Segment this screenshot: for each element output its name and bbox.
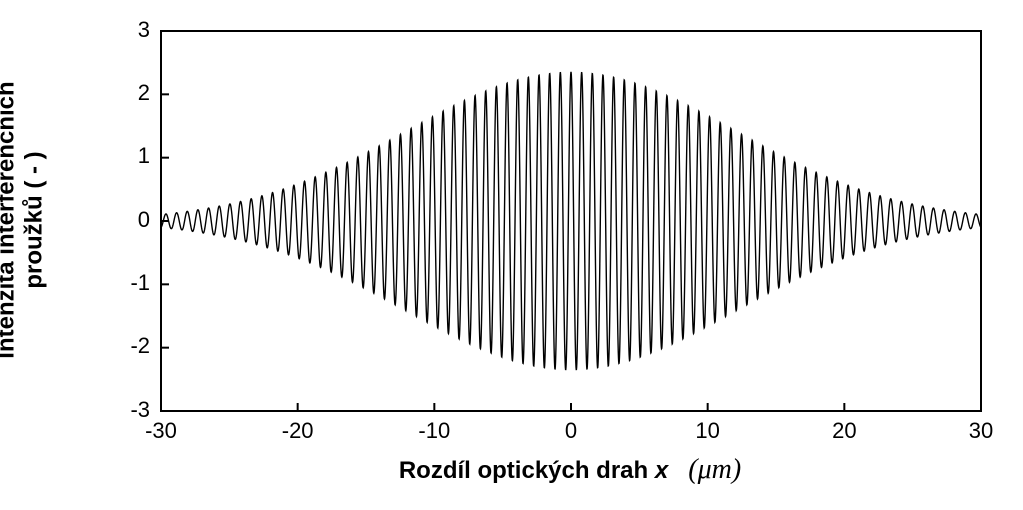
xlabel-unit: (μm) — [688, 454, 741, 485]
xtick-label: -10 — [394, 418, 474, 444]
xtick-label: 10 — [668, 418, 748, 444]
ylabel-line2: proužků ( - ) — [21, 151, 48, 288]
ytick-label: 0 — [100, 207, 150, 233]
xtick-label: 20 — [804, 418, 884, 444]
ytick-label: 3 — [100, 17, 150, 43]
xlabel-main: Rozdíl optických drah — [399, 457, 655, 484]
xtick-label: -20 — [258, 418, 338, 444]
xtick-label: 0 — [531, 418, 611, 444]
x-axis-label: Rozdíl optických drah x (μm) — [160, 454, 980, 486]
figure-container: Intenzita interferenčních proužků ( - ) … — [0, 0, 1023, 510]
xtick-label: -30 — [121, 418, 201, 444]
ylabel-line1: Intenzita interferenčních — [0, 81, 20, 358]
plot-svg — [160, 30, 982, 412]
plot-border — [161, 31, 981, 411]
ytick-label: -2 — [100, 333, 150, 359]
xlabel-var: x — [655, 457, 668, 484]
ytick-label: 2 — [100, 80, 150, 106]
ytick-label: 1 — [100, 143, 150, 169]
plot-area — [160, 30, 982, 412]
y-axis-label-text: Intenzita interferenčních proužků ( - ) — [0, 81, 49, 358]
ytick-label: -1 — [100, 270, 150, 296]
y-axis-label: Intenzita interferenčních proužků ( - ) — [6, 10, 36, 430]
xtick-label: 30 — [941, 418, 1021, 444]
interferogram-trace — [161, 72, 981, 369]
